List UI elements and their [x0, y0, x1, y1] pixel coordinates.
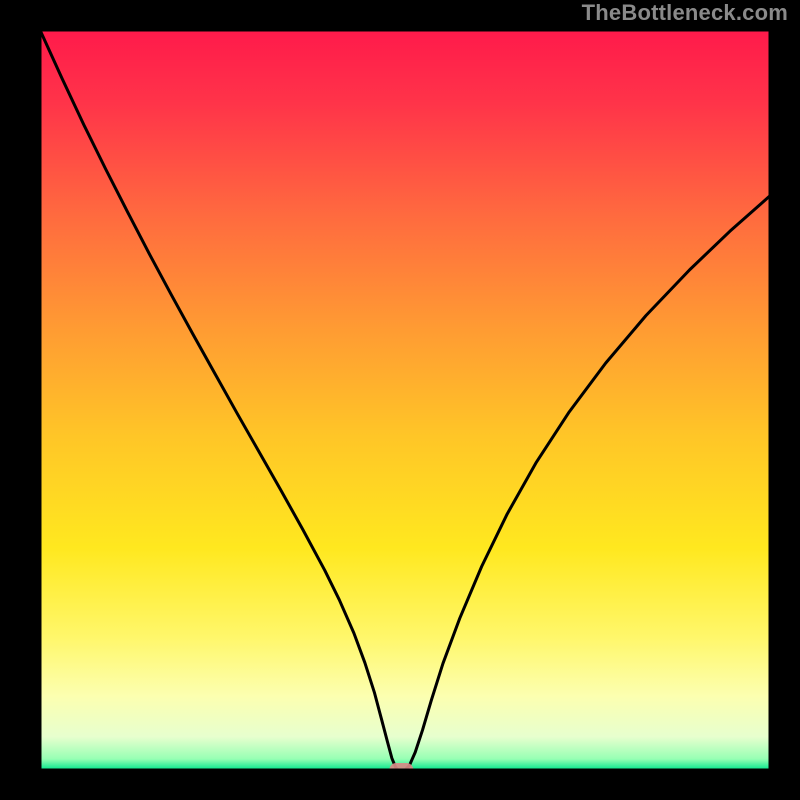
bottleneck-chart: TheBottleneck.com: [0, 0, 800, 800]
chart-gradient-background: [40, 30, 770, 770]
watermark-text: TheBottleneck.com: [582, 0, 788, 26]
chart-svg: [0, 0, 800, 800]
